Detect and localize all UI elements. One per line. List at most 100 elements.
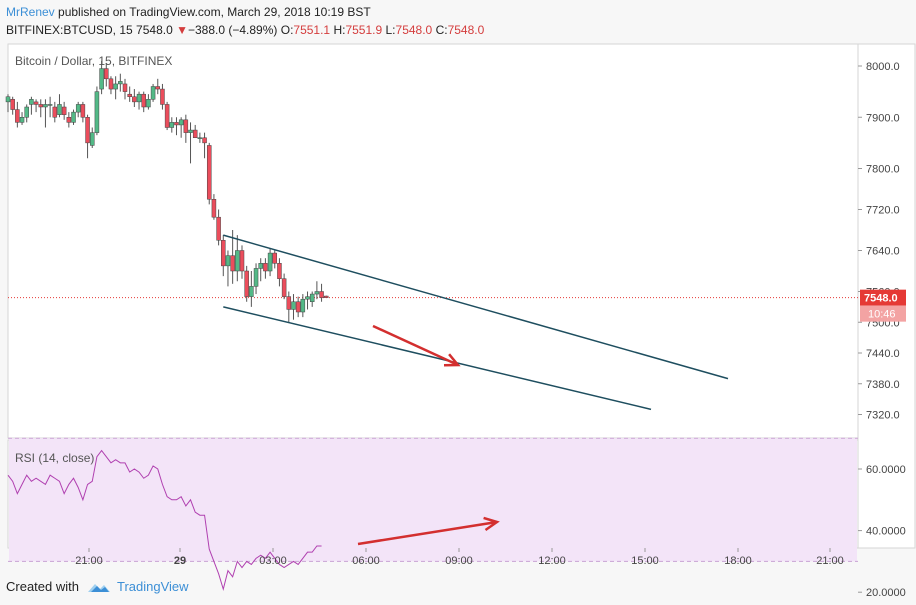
open-label: O: — [280, 23, 294, 37]
candle-body — [169, 122, 175, 128]
rsi-line — [7, 449, 322, 591]
candle-body — [38, 104, 44, 108]
price-tick-label: 8000.0 — [866, 61, 900, 73]
close-value: 7548.0 — [447, 23, 485, 37]
candle-body — [80, 104, 86, 118]
price-tick-label: 7380.0 — [866, 379, 900, 391]
candle-body — [277, 263, 282, 279]
price-change: −388.0 (−4.89%) — [187, 23, 278, 37]
candle-body — [230, 255, 235, 272]
candle-body — [188, 129, 193, 133]
rsi-up-arrow — [357, 516, 500, 546]
candle-body — [267, 252, 273, 272]
candle-body — [183, 119, 189, 133]
candle-body — [239, 250, 245, 272]
candle-body — [108, 78, 114, 90]
candle-body — [146, 99, 151, 108]
price-tick-label: 7640.0 — [866, 246, 900, 258]
publish-info: MrRenev published on TradingView.com, Ma… — [6, 5, 371, 19]
candle-body — [75, 104, 81, 113]
candle-body — [57, 104, 62, 115]
candle-body — [291, 301, 296, 310]
candle-body — [225, 255, 231, 267]
open-value: 7551.1 — [293, 23, 331, 37]
price-pane — [7, 43, 859, 439]
candle-body — [132, 96, 137, 103]
down-trend-arrow — [372, 324, 461, 367]
rsi-up-arrow-head — [483, 516, 500, 532]
rsi-tick-label: 20.0000 — [866, 587, 906, 599]
high-label: H: — [333, 23, 346, 37]
time-tick-label: 09:00 — [445, 555, 473, 567]
candle-body — [155, 86, 161, 90]
candle-body — [235, 250, 240, 272]
created-with-text: Created with — [6, 579, 79, 594]
symbol-label: BITFINEX:BTCUSD, 15 — [6, 23, 133, 37]
candle-body — [272, 252, 278, 264]
time-tick-label: 15:00 — [631, 555, 659, 567]
low-value: 7548.0 — [395, 23, 433, 37]
chart-title: Bitcoin / Dollar, 15, BITFINEX — [15, 54, 172, 68]
candle-body — [164, 104, 170, 128]
candle-body — [323, 295, 329, 298]
candle-body — [94, 91, 100, 133]
channel-upper-line — [223, 234, 729, 380]
candle-body — [206, 145, 212, 200]
candle-body — [197, 137, 203, 139]
time-tick-label: 21:00 — [816, 555, 844, 567]
down-trend-arrow-shaft — [372, 324, 459, 367]
countdown-tag-label: 10:46 — [868, 309, 896, 321]
author-link[interactable]: MrRenev — [6, 5, 55, 19]
candle-body — [174, 122, 179, 126]
candle-body — [47, 104, 53, 106]
price-tick-label: 7320.0 — [866, 410, 900, 422]
candle-body — [309, 293, 315, 302]
current-price-tag — [860, 289, 906, 306]
candle-body — [127, 93, 132, 97]
candle-body — [141, 93, 146, 108]
candle-body — [19, 117, 25, 123]
candle-body — [99, 68, 104, 90]
price-tick-label: 7900.0 — [866, 112, 900, 124]
current-price-tag-label: 7548.0 — [864, 293, 898, 305]
candle-body — [150, 86, 156, 100]
candle-body — [52, 106, 58, 118]
candle-body — [244, 270, 249, 297]
tradingview-brand-link[interactable]: TradingView — [116, 579, 189, 594]
candle-body — [15, 109, 20, 123]
footer: Created with TradingView — [6, 579, 189, 594]
candle-body — [104, 68, 109, 80]
candle-body — [263, 263, 268, 272]
time-tick-label: 06:00 — [352, 555, 380, 567]
time-tick-label: 21:00 — [75, 555, 103, 567]
price-tick-label: 7720.0 — [866, 205, 900, 217]
down-trend-arrow-head — [443, 353, 461, 367]
candle-body — [118, 81, 123, 85]
channel-lower-line — [223, 306, 652, 411]
candle-body — [319, 291, 324, 298]
candle-body — [122, 83, 128, 92]
price-tick-label: 7800.0 — [866, 164, 900, 176]
low-label: L: — [385, 23, 396, 37]
rsi-title: RSI (14, close) — [15, 451, 94, 465]
rsi-tick-label: 60.0000 — [866, 464, 906, 476]
candle-body — [202, 137, 207, 144]
candle-body — [10, 99, 15, 110]
candle-body — [43, 104, 48, 108]
candle-body — [33, 101, 39, 105]
candle-body — [24, 106, 29, 118]
candle-body — [305, 296, 310, 300]
candle-body — [29, 99, 34, 105]
rsi-band — [9, 438, 857, 562]
ohlc-header: BITFINEX:BTCUSD, 15 7548.0 ▼−388.0 (−4.8… — [6, 23, 484, 37]
price-tick-label: 7440.0 — [866, 348, 900, 360]
last-price: 7548.0 — [136, 23, 173, 37]
candle-body — [258, 263, 263, 269]
candle-body — [281, 278, 287, 297]
time-tick-label: 03:00 — [259, 555, 287, 567]
candle-body — [71, 111, 76, 123]
time-tick-label: 29 — [174, 555, 186, 567]
candle-body — [113, 83, 118, 90]
candle-body — [211, 199, 217, 218]
